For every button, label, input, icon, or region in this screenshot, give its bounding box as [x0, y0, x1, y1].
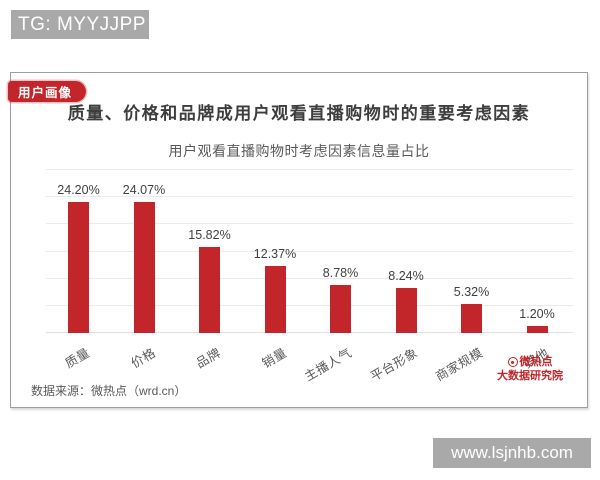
bar-value-label: 15.82% [188, 228, 231, 243]
x-axis-label: 价格 [128, 345, 159, 371]
gridline-30pct [46, 169, 573, 170]
x-axis-label: 品牌 [194, 345, 224, 371]
bottom-watermark-bar: www.lsjnhb.com [433, 438, 591, 468]
publisher-logo-line2: 大数据研究院 [497, 370, 563, 382]
gridline-5pct [46, 304, 573, 306]
category-badge-label: 用户画像 [18, 86, 73, 100]
bar [461, 304, 482, 333]
bar [264, 265, 286, 333]
chart-subtitle: 用户观看直播购物时考虑因素信息量占比 [168, 143, 430, 159]
bottom-watermark-text: www.lsjnhb.com [451, 443, 573, 462]
bar-value-label: 1.20% [519, 307, 555, 322]
data-source-note: 数据来源：微热点（wrd.cn） [31, 384, 187, 398]
top-watermark-text: TG: MYYJJPP [18, 13, 146, 35]
bar [330, 285, 351, 333]
publisher-logo-line1: 微热点 [519, 356, 553, 368]
bar-value-label: 24.07% [122, 183, 166, 198]
bar-value-label: 24.20% [57, 182, 100, 197]
gridline-10pct [46, 277, 573, 279]
x-axis-label: 销量 [259, 345, 290, 371]
gridline-0pct [46, 332, 573, 333]
category-badge: 用户画像 [8, 81, 87, 102]
x-axis-label: 商家规模 [433, 345, 486, 384]
bar-value-label: 12.37% [253, 246, 297, 261]
bar-value-label: 8.24% [388, 269, 424, 284]
bar-value-label: 8.78% [322, 266, 359, 281]
publisher-logo: 微热点 大数据研究院 [487, 355, 573, 383]
bar [199, 247, 220, 333]
gridline-15pct [46, 250, 573, 252]
bar [395, 288, 417, 333]
x-axis-label: 主播人气 [302, 345, 355, 384]
bar [68, 201, 89, 333]
gridline-25pct [46, 196, 573, 198]
bar [526, 326, 548, 333]
chart-main-title: 质量、价格和品牌成用户观看直播购物时的重要考虑因素 [67, 104, 531, 123]
bar-chart-plot-area: 24.20% 质量 24.07% 价格 15.82% 品牌 12.37% 销量 8.78% 主播人… [46, 169, 573, 384]
gridline-20pct [46, 223, 573, 225]
x-axis-label: 平台形象 [368, 345, 421, 384]
infographic-card: 用户画像 质量、价格和品牌成用户观看直播购物时的重要考虑因素 用户观看直播购物时… [8, 72, 588, 408]
bar-value-label: 5.32% [453, 285, 490, 300]
x-axis-label: 质量 [63, 345, 93, 371]
wrd-logo-icon [507, 357, 518, 367]
top-watermark-bar: TG: MYYJJPP [11, 10, 149, 39]
bar [133, 202, 155, 333]
